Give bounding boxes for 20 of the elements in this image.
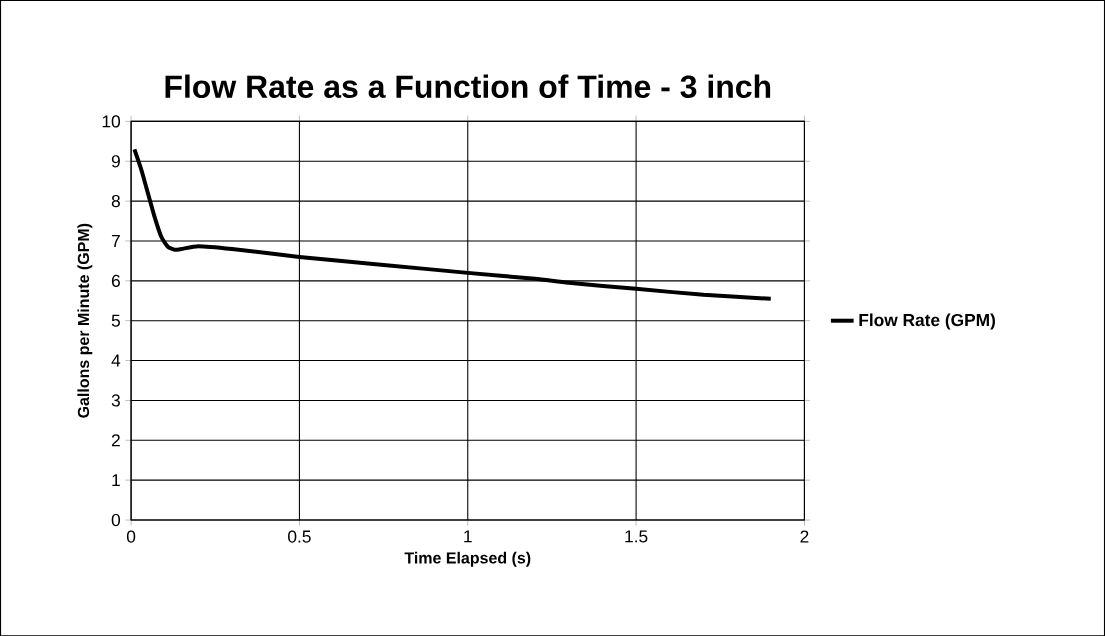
y-tick-label: 1 bbox=[112, 473, 120, 486]
y-tick-label: 0 bbox=[111, 513, 121, 526]
y-axis-title: Gallons per Minute (GPM) bbox=[77, 223, 93, 418]
x-tick-label: 2 bbox=[800, 530, 809, 543]
y-tick-label: 9 bbox=[111, 154, 120, 168]
y-tick-label: 7 bbox=[111, 234, 120, 247]
y-tick-label: 5 bbox=[111, 314, 120, 327]
y-tick-label: 6 bbox=[111, 274, 120, 287]
legend-label: Flow Rate (GPM) bbox=[859, 313, 995, 330]
y-tick-label: 10 bbox=[102, 115, 121, 128]
chart-title: Flow Rate as a Function of Time - 3 inch bbox=[165, 74, 771, 98]
x-tick-label: 0 bbox=[126, 530, 136, 543]
y-tick-label: 3 bbox=[111, 394, 120, 407]
y-tick-label: 8 bbox=[111, 194, 120, 208]
x-tick-label: 0.5 bbox=[288, 530, 311, 543]
x-axis-title: Time Elapsed (s) bbox=[404, 551, 531, 567]
y-tick-label: 4 bbox=[111, 354, 121, 367]
y-tick-label: 2 bbox=[111, 434, 120, 447]
x-tick-label: 1 bbox=[464, 530, 472, 543]
x-tick-label: 1.5 bbox=[625, 530, 648, 543]
